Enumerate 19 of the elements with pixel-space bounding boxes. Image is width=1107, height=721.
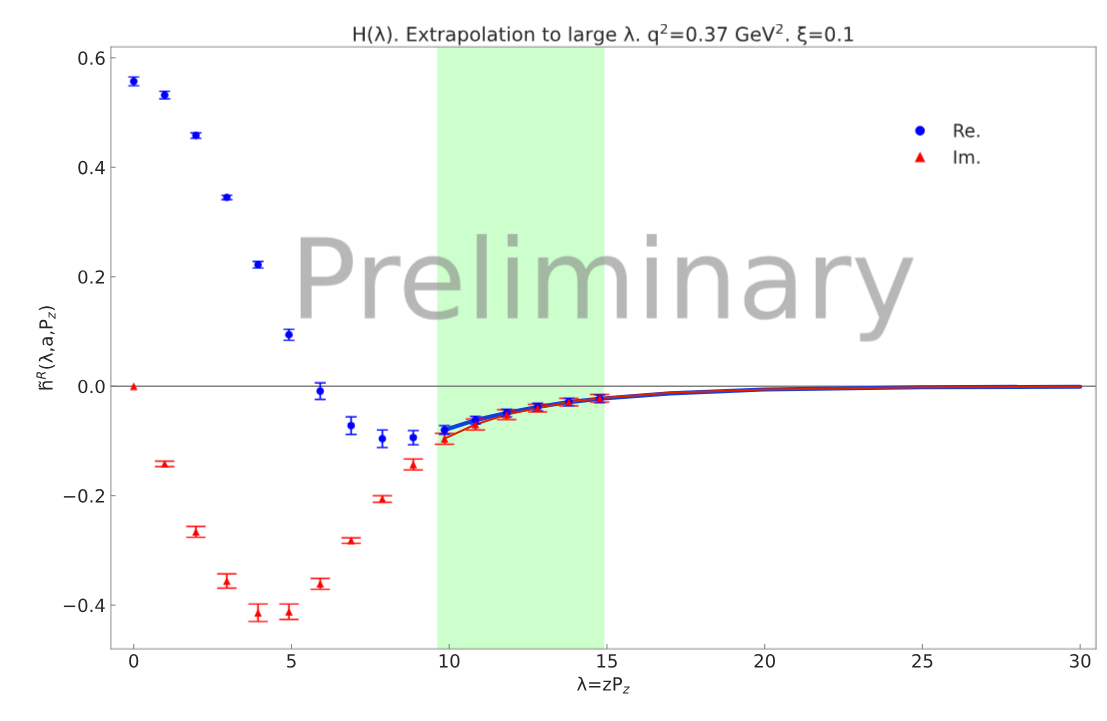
legend-label: Re. <box>954 123 980 138</box>
y-tick-label: 0.0 <box>78 379 105 394</box>
y-tick-label: 0.4 <box>78 160 105 175</box>
y-tick-label: 0.6 <box>78 51 105 65</box>
legend-label: Im. <box>954 150 980 164</box>
x-tick-label: 5 <box>287 654 296 668</box>
x-tick-label: 0 <box>129 654 139 668</box>
x-axis-title: λ=zP$_{z}$ <box>577 676 630 694</box>
y-axis-title: h̃$^{R}$(λ,a,P$_{z}$) <box>36 306 56 390</box>
chart-title: H(λ). Extrapolation to large λ. q$^{2}$=0.37 GeV$^{2}$. ξ=0.1 <box>353 23 853 46</box>
x-tick-label: 25 <box>912 654 933 668</box>
y-tick-label: 0.2 <box>78 270 105 284</box>
x-tick-label: 15 <box>597 654 617 668</box>
x-tick-label: 30 <box>1070 654 1091 668</box>
y-tick-label: −0.2 <box>63 489 105 503</box>
x-tick-label: 20 <box>754 654 775 668</box>
annotation: Preliminary <box>300 233 914 342</box>
y-tick-label: −0.4 <box>63 598 105 613</box>
x-tick-label: 10 <box>439 654 460 668</box>
